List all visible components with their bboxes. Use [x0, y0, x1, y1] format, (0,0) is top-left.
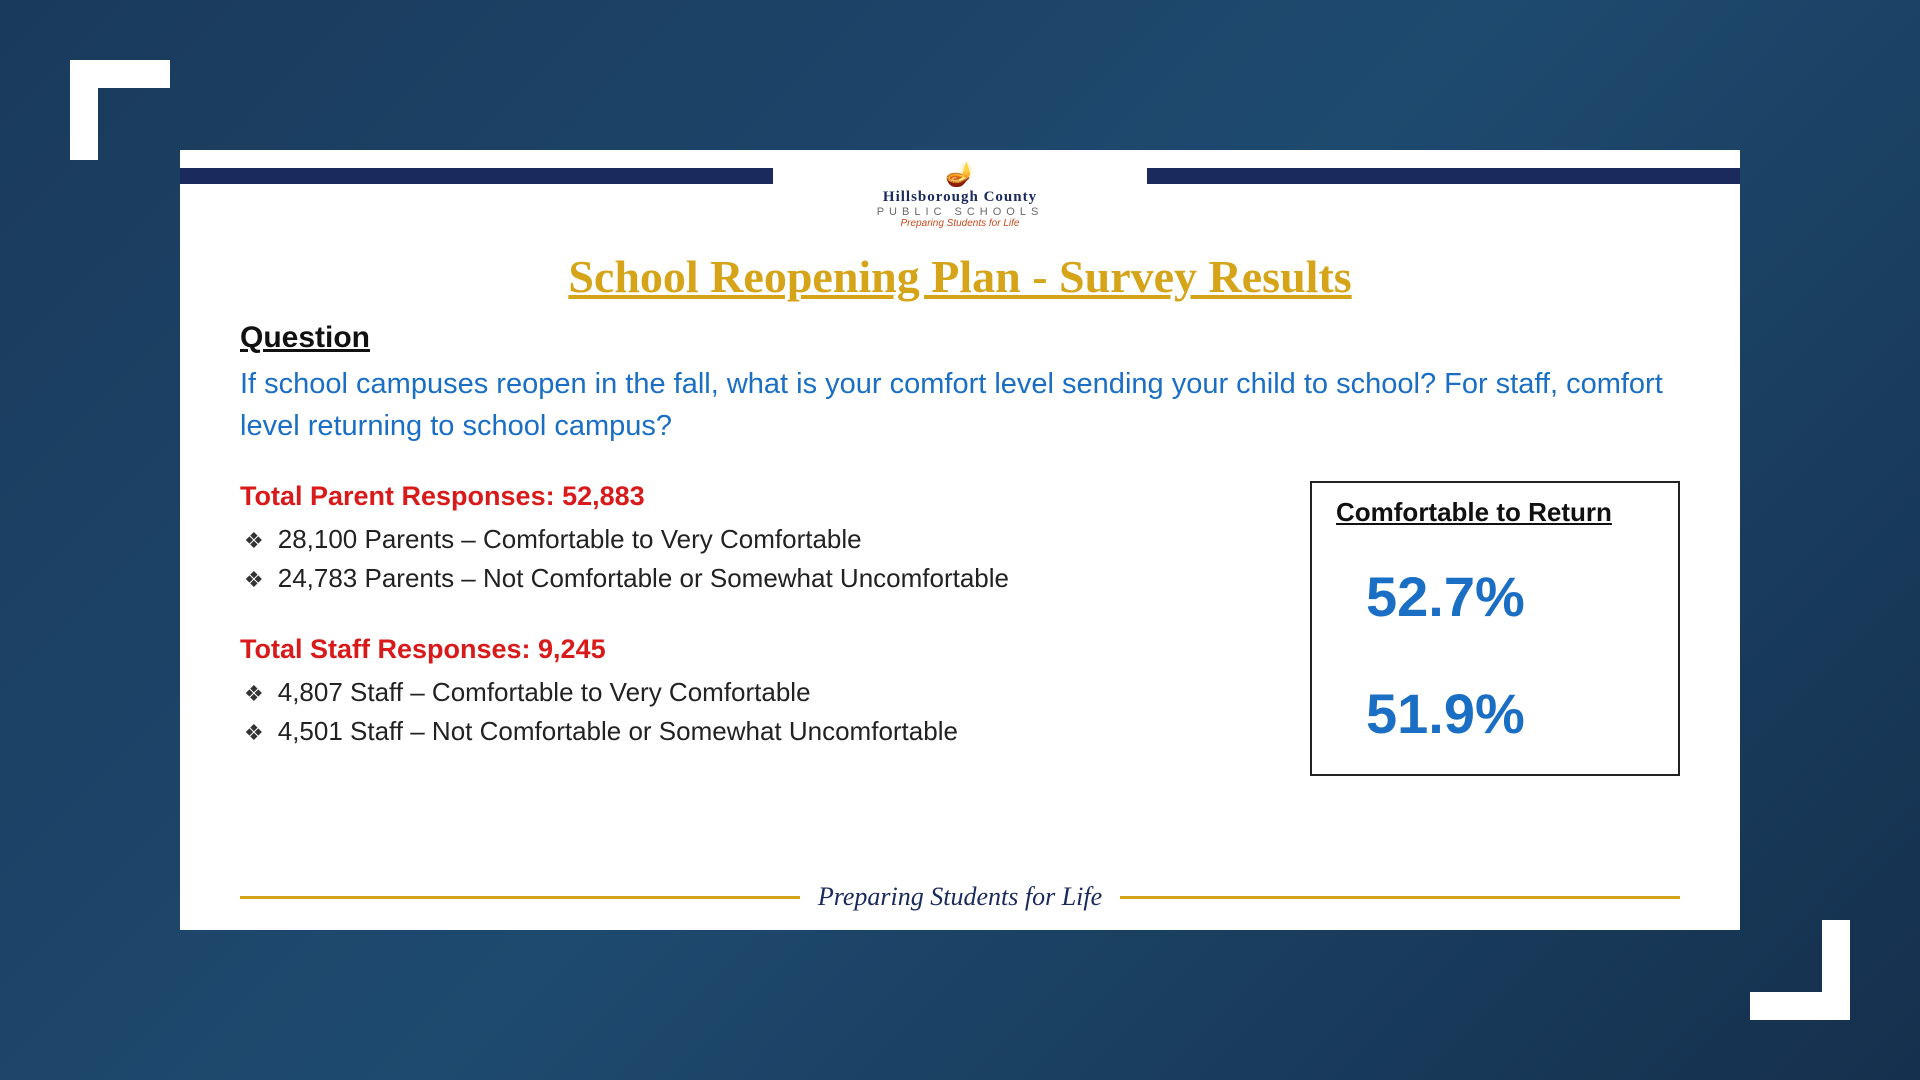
results-row: Total Parent Responses: 52,883 28,100 Pa…	[240, 481, 1680, 776]
parent-comfortable: 28,100 Parents – Comfortable to Very Com…	[244, 520, 1290, 559]
staff-percent: 51.9%	[1336, 681, 1668, 746]
district-logo: 🪔 Hillsborough County PUBLIC SCHOOLS Pre…	[857, 160, 1064, 229]
logo-tagline: Preparing Students for Life	[877, 218, 1044, 229]
slide-card: 🪔 Hillsborough County PUBLIC SCHOOLS Pre…	[180, 150, 1740, 930]
staff-uncomfortable: 4,501 Staff – Not Comfortable or Somewha…	[244, 712, 1290, 751]
percentage-box: Comfortable to Return 52.7% 51.9%	[1310, 481, 1680, 776]
header-bar-left	[180, 168, 773, 184]
corner-decoration-top-left	[70, 60, 170, 160]
question-heading: Question	[240, 321, 1680, 355]
header-bar-right	[1147, 168, 1740, 184]
header-band: 🪔 Hillsborough County PUBLIC SCHOOLS Pre…	[180, 150, 1740, 230]
results-text-column: Total Parent Responses: 52,883 28,100 Pa…	[240, 481, 1290, 776]
corner-decoration-bottom-right	[1750, 920, 1850, 1020]
slide-content: School Reopening Plan - Survey Results Q…	[180, 230, 1740, 786]
footer-line-left	[240, 896, 800, 899]
parent-heading: Total Parent Responses: 52,883	[240, 481, 1290, 512]
main-title: School Reopening Plan - Survey Results	[240, 250, 1680, 303]
logo-line1: Hillsborough County	[877, 189, 1044, 206]
staff-heading: Total Staff Responses: 9,245	[240, 634, 1290, 665]
footer-band: Preparing Students for Life	[240, 882, 1680, 912]
footer-line-right	[1120, 896, 1680, 899]
parent-uncomfortable: 24,783 Parents – Not Comfortable or Some…	[244, 559, 1290, 598]
box-title: Comfortable to Return	[1336, 497, 1668, 528]
parent-percent: 52.7%	[1336, 564, 1668, 629]
logo-line2: PUBLIC SCHOOLS	[877, 206, 1044, 218]
staff-comfortable: 4,807 Staff – Comfortable to Very Comfor…	[244, 673, 1290, 712]
question-text: If school campuses reopen in the fall, w…	[240, 363, 1680, 447]
parent-list: 28,100 Parents – Comfortable to Very Com…	[240, 520, 1290, 598]
lamp-icon: 🪔	[877, 160, 1044, 189]
staff-list: 4,807 Staff – Comfortable to Very Comfor…	[240, 673, 1290, 751]
footer-text: Preparing Students for Life	[800, 882, 1120, 912]
